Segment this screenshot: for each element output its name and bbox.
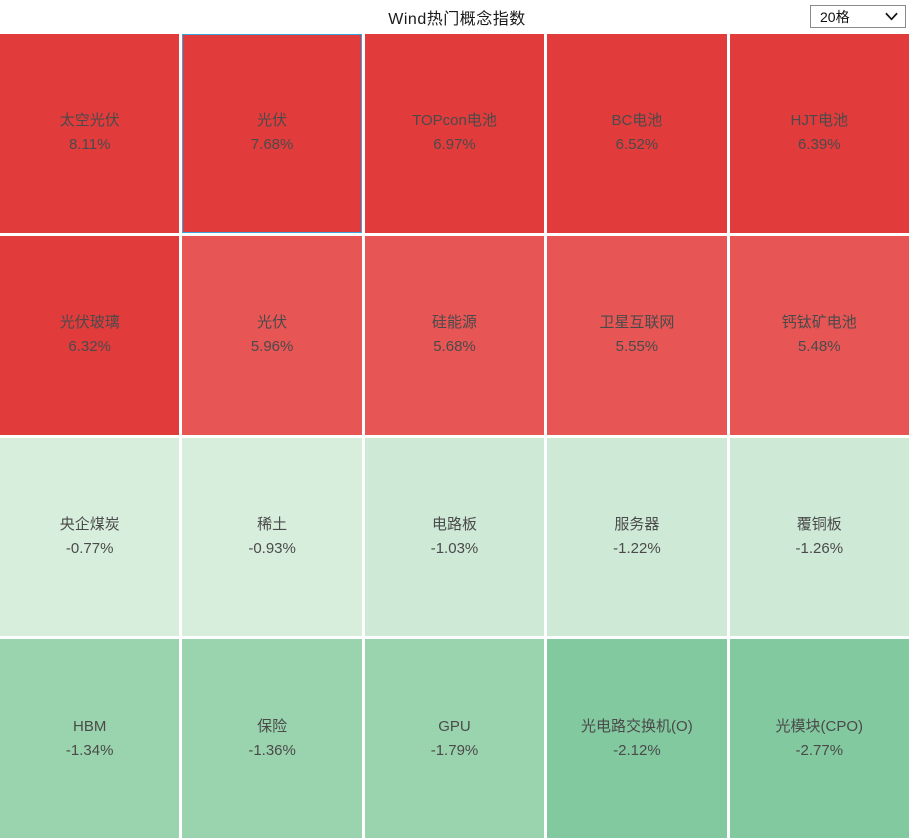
heatmap-tile[interactable]: HBM -1.34%	[0, 639, 180, 838]
tile-name: 服务器	[614, 515, 660, 533]
tile-change: -1.03%	[430, 539, 479, 557]
tile-change: 6.52%	[615, 136, 659, 154]
heatmap-tile[interactable]: 光伏 5.96%	[182, 235, 362, 435]
tile-name: 卫星互联网	[599, 314, 675, 332]
heatmap-tile[interactable]: 服务器 -1.22%	[547, 437, 727, 637]
heatmap-tile[interactable]: 卫星互联网 5.55%	[547, 235, 727, 435]
tile-name: TOPcon电池	[412, 112, 497, 130]
tile-change: 5.68%	[433, 338, 476, 356]
tile-name: 光电路交换机(O)	[581, 717, 693, 735]
page-title: Wind热门概念指数	[388, 11, 526, 28]
tile-name: 光伏	[257, 314, 288, 332]
tile-name: 太空光伏	[59, 112, 120, 130]
tile-name: 钙钛矿电池	[781, 314, 857, 332]
tile-name: HJT电池	[790, 112, 849, 130]
heatmap-tile[interactable]: TOPcon电池 6.97%	[364, 34, 545, 233]
heatmap-tile[interactable]: 电路板 -1.03%	[364, 437, 545, 637]
tile-change: -1.26%	[795, 539, 844, 557]
tile-change: 5.96%	[250, 338, 294, 356]
heatmap-tile[interactable]: 稀土 -0.93%	[182, 437, 362, 637]
tile-change: -1.36%	[248, 741, 296, 759]
tile-name: 电路板	[431, 515, 477, 533]
heatmap-tile[interactable]: 硅能源 5.68%	[364, 235, 545, 435]
tile-change: -0.93%	[248, 539, 296, 557]
heatmap-tile[interactable]: 光模块(CPO) -2.77%	[729, 639, 909, 838]
tile-change: 5.48%	[798, 338, 841, 356]
heatmap-tile[interactable]: 光伏 7.68%	[182, 34, 362, 233]
tile-name: 保险	[257, 717, 288, 735]
tile-name: BC电池	[611, 112, 663, 130]
tile-change: -1.34%	[65, 741, 114, 759]
heatmap-tile[interactable]: 光伏玻璃 6.32%	[0, 235, 180, 435]
tile-name: GPU	[438, 717, 471, 735]
heatmap-tile[interactable]: GPU -1.79%	[364, 639, 545, 838]
tile-change: -2.12%	[613, 741, 661, 759]
chevron-down-icon	[885, 12, 898, 21]
heatmap-tile[interactable]: HJT电池 6.39%	[729, 34, 909, 233]
tile-change: 8.11%	[68, 136, 111, 154]
tile-change: -2.77%	[795, 741, 844, 759]
heatmap-tile[interactable]: 保险 -1.36%	[182, 639, 362, 838]
tile-name: 稀土	[257, 515, 288, 533]
tile-name: 光伏	[257, 112, 288, 130]
tile-name: 光模块(CPO)	[775, 717, 864, 735]
heatmap-tile[interactable]: 光电路交换机(O) -2.12%	[547, 639, 727, 838]
tile-change: 6.39%	[798, 136, 841, 154]
tile-change: 6.97%	[433, 136, 476, 154]
tile-name: HBM	[73, 717, 107, 735]
tile-change: 6.32%	[68, 338, 111, 356]
tile-name: 央企煤炭	[59, 515, 120, 533]
heatmap-grid: 太空光伏 8.11% 光伏 7.68% TOPcon电池 6.97% BC电池 6.52% HJ…	[0, 34, 914, 838]
heatmap-tile[interactable]: 钙钛矿电池 5.48%	[729, 235, 909, 435]
tile-change: -0.77%	[65, 539, 114, 557]
tile-change: 7.68%	[250, 136, 294, 154]
heatmap-tile[interactable]: BC电池 6.52%	[547, 34, 727, 233]
tile-change: 5.55%	[615, 338, 659, 356]
heatmap-tile[interactable]: 央企煤炭 -0.77%	[0, 437, 180, 637]
grid-size-select[interactable]: 20格	[810, 5, 906, 28]
heatmap-tile[interactable]: 覆铜板 -1.26%	[729, 437, 909, 637]
tile-name: 光伏玻璃	[59, 314, 120, 332]
tile-name: 硅能源	[431, 314, 477, 332]
grid-size-value: 20格	[820, 8, 850, 25]
tile-name: 覆铜板	[796, 515, 842, 533]
tile-change: -1.79%	[430, 741, 479, 759]
heatmap-tile[interactable]: 太空光伏 8.11%	[0, 34, 180, 233]
tile-change: -1.22%	[613, 539, 661, 557]
header-bar: Wind热门概念指数 20格	[0, 0, 914, 34]
